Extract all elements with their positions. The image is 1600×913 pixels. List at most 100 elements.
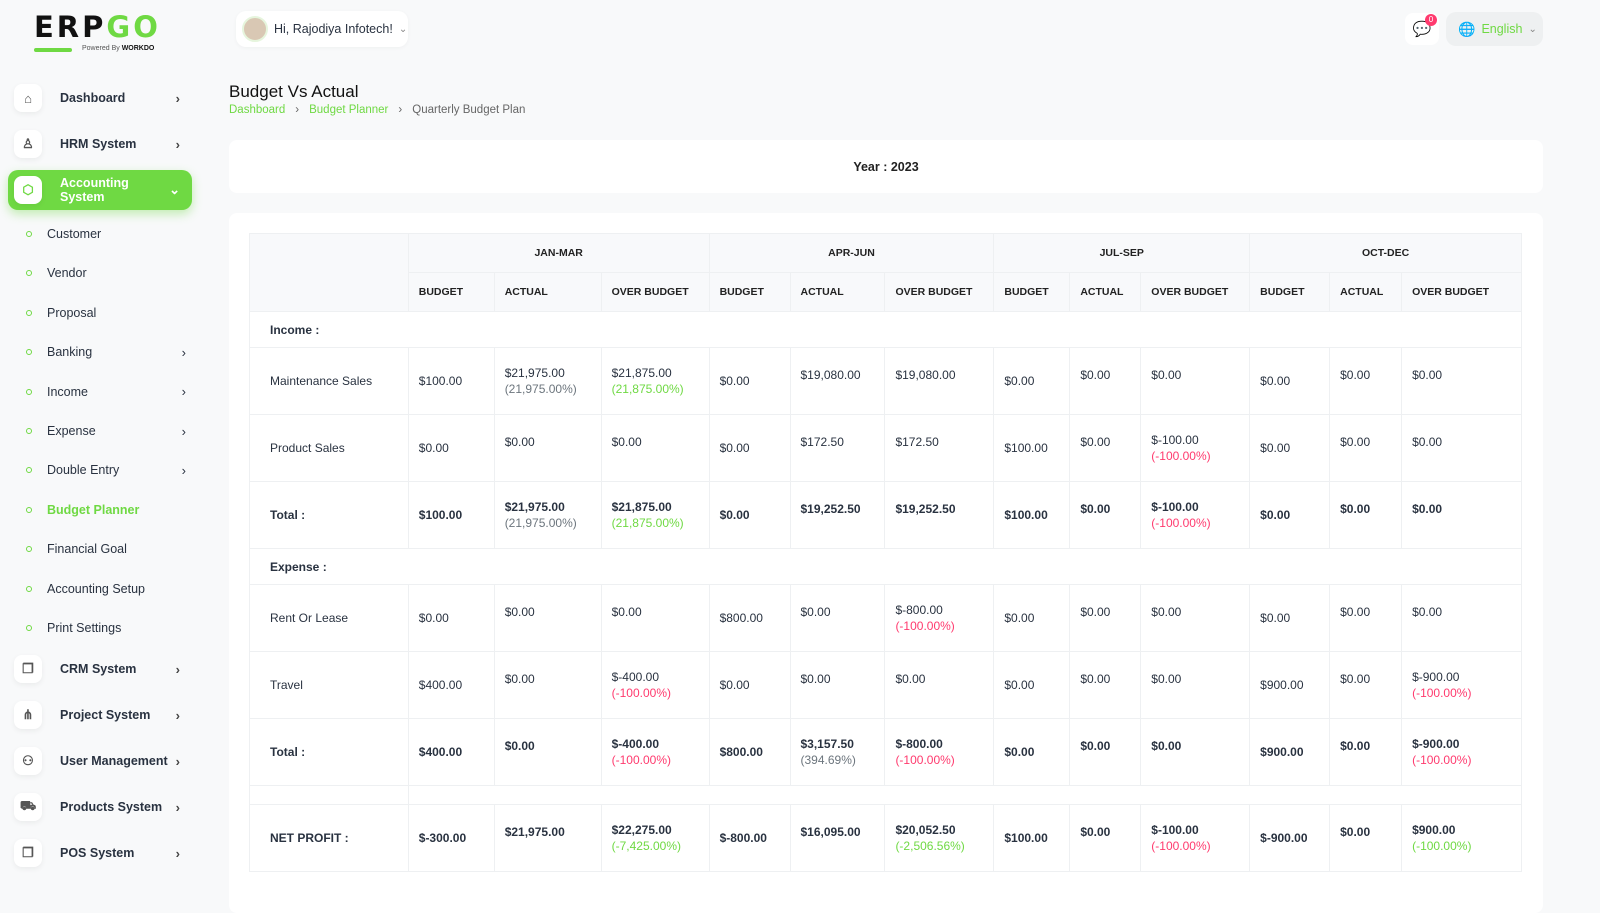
submenu-item-customer[interactable]: Customer — [26, 219, 186, 249]
bullet-icon — [26, 585, 32, 592]
submenu-item-banking[interactable]: Banking › — [26, 337, 186, 367]
cell-over-budget: $22,275.00 (-7,425.00%) — [600, 804, 710, 872]
section-label: Income : — [249, 311, 1522, 348]
spacer-row — [249, 785, 1523, 805]
greeting: Hi, Rajodiya Infotech! — [274, 22, 393, 36]
submenu-item-proposal[interactable]: Proposal — [26, 298, 186, 328]
cell-budget: $0.00 — [708, 347, 791, 415]
cell-actual: $0.00 — [1329, 804, 1403, 872]
cell-budget: $400.00 — [407, 651, 495, 719]
sidebar-item-label: User Management — [60, 754, 168, 768]
cell-percent: (-100.00%) — [1151, 449, 1211, 463]
layers-icon: ❐ — [14, 655, 42, 683]
submenu-item-accounting-setup[interactable]: Accounting Setup — [26, 574, 186, 604]
cell-percent: (-100.00%) — [895, 753, 955, 767]
sidebar-item-project-system[interactable]: ⋔ Project System › — [8, 695, 192, 735]
cell-value: $0.00 — [1412, 605, 1443, 619]
breadcrumb-current: Quarterly Budget Plan — [412, 104, 526, 116]
cell-value: $0.00 — [1080, 739, 1111, 753]
cell-value: $0.00 — [1151, 739, 1182, 753]
cell-value: $0.00 — [800, 605, 831, 619]
bullet-icon — [26, 506, 32, 513]
breadcrumb: Dashboard › Budget Planner › Quarterly Bud… — [229, 104, 525, 116]
cell-actual: $21,975.00 (21,975.00%) — [493, 481, 602, 549]
cell-percent: (-7,425.00%) — [611, 839, 681, 853]
breadcrumb-dashboard[interactable]: Dashboard — [229, 104, 286, 116]
sidebar-item-dashboard[interactable]: ⌂ Dashboard › — [8, 78, 192, 118]
cell-value: $0.00 — [1080, 435, 1111, 449]
cell-value: $100.00 — [1004, 441, 1048, 455]
bullet-icon — [26, 546, 32, 553]
erpgo-logo[interactable]: ERPGO Powered By WORKDO — [34, 12, 169, 56]
cell-percent: (-100.00%) — [611, 753, 671, 767]
cell-value: $19,252.50 — [800, 502, 861, 516]
sidebar-item-label: Accounting System — [60, 176, 129, 204]
cell-over-budget: $0.00 — [600, 584, 710, 652]
cell-percent: (21,975.00%) — [504, 382, 577, 396]
cell-over-budget: $0.00 — [884, 651, 995, 719]
cell-value: $0.00 — [1340, 502, 1371, 516]
total-row: Total : $100.00 $21,975.00 (21,975.00%) $21,… — [249, 481, 1522, 549]
cell-value: $0.00 — [504, 435, 535, 449]
messages-button[interactable]: 💬 0 — [1405, 13, 1439, 45]
language-selector[interactable]: 🌐 English ⌄ — [1446, 12, 1543, 46]
submenu-item-vendor[interactable]: Vendor — [26, 258, 186, 288]
logo-text: ERP — [34, 10, 107, 44]
cell-value: $-800.00 — [895, 603, 943, 617]
bullet-icon — [26, 231, 32, 237]
cell-actual: $0.00 — [1329, 414, 1403, 482]
cell-budget: $0.00 — [407, 414, 495, 482]
subheader-actual: ACTUAL — [1329, 272, 1403, 312]
subheader-budget: BUDGET — [1249, 272, 1331, 312]
breadcrumb-budget-planner[interactable]: Budget Planner — [309, 104, 389, 116]
cell-budget: $0.00 — [708, 651, 791, 719]
chevron-right-icon: › — [175, 845, 180, 861]
cell-over-budget: $0.00 — [1140, 347, 1251, 415]
cell-value: $900.00 — [1412, 823, 1456, 837]
cell-over-budget: $19,080.00 — [884, 347, 995, 415]
cell-value: $0.00 — [1151, 605, 1182, 619]
cell-actual: $0.00 — [1329, 347, 1403, 415]
user-icon: ♙ — [14, 130, 42, 158]
sidebar-item-pos-system[interactable]: ❐ POS System › — [8, 833, 192, 873]
cell-budget: $100.00 — [993, 414, 1071, 482]
period-header-jul-sep: JUL-SEP — [993, 233, 1251, 273]
submenu-item-print-settings[interactable]: Print Settings — [26, 613, 186, 643]
user-menu[interactable]: Hi, Rajodiya Infotech! ⌄ — [236, 11, 408, 47]
submenu-label: Budget Planner — [47, 502, 140, 517]
sidebar-item-accounting-system[interactable]: ⬡ Accounting System ⌄ — [8, 170, 192, 210]
subheader-actual: ACTUAL — [1069, 272, 1142, 312]
cell-value: $0.00 — [504, 672, 535, 686]
table-row: Product Sales $0.00 $0.00 $0.00 $0.00 $172.50… — [249, 414, 1522, 482]
submenu-item-expense[interactable]: Expense › — [26, 416, 186, 446]
cell-value: $-400.00 — [611, 737, 659, 751]
submenu-label: Banking — [47, 345, 93, 360]
cell-budget: $0.00 — [708, 414, 791, 482]
sidebar-item-products-system[interactable]: ⛟ Products System › — [8, 787, 192, 827]
cell-value: $900.00 — [1260, 745, 1304, 759]
submenu-label: Customer — [47, 227, 102, 241]
year-card: Year : 2023 — [229, 140, 1543, 193]
submenu-item-financial-goal[interactable]: Financial Goal — [26, 534, 186, 564]
cell-budget: $900.00 — [1249, 718, 1331, 786]
cell-value: $0.00 — [611, 605, 642, 619]
table-row: Rent Or Lease $0.00 $0.00 $0.00 $800.00 $0.00… — [249, 584, 1522, 652]
subheader-over-budget: OVER BUDGET — [884, 272, 995, 312]
cell-percent: (21,875.00%) — [611, 516, 684, 530]
submenu-item-income[interactable]: Income › — [26, 377, 186, 407]
cell-value: $0.00 — [418, 611, 449, 625]
cell-over-budget: $0.00 — [1401, 481, 1522, 549]
cell-budget: $0.00 — [1249, 414, 1331, 482]
cell-budget: $-800.00 — [708, 804, 791, 872]
cell-over-budget: $0.00 — [1140, 651, 1251, 719]
submenu-item-budget-planner[interactable]: Budget Planner — [26, 495, 186, 525]
powered-by: Powered By WORKDO — [82, 45, 154, 52]
sidebar-item-label: CRM System — [60, 662, 137, 676]
sidebar-item-crm-system[interactable]: ❐ CRM System › — [8, 649, 192, 689]
sidebar-item-hrm-system[interactable]: ♙ HRM System › — [8, 124, 192, 164]
table-row: Maintenance Sales $100.00 $21,975.00 (21,97… — [249, 347, 1522, 415]
cell-actual: $0.00 — [1329, 718, 1403, 786]
submenu-item-double-entry[interactable]: Double Entry › — [26, 455, 186, 485]
sidebar-item-label: Dashboard — [60, 91, 126, 105]
sidebar-item-user-management[interactable]: ⚇ User Management › — [8, 741, 192, 781]
